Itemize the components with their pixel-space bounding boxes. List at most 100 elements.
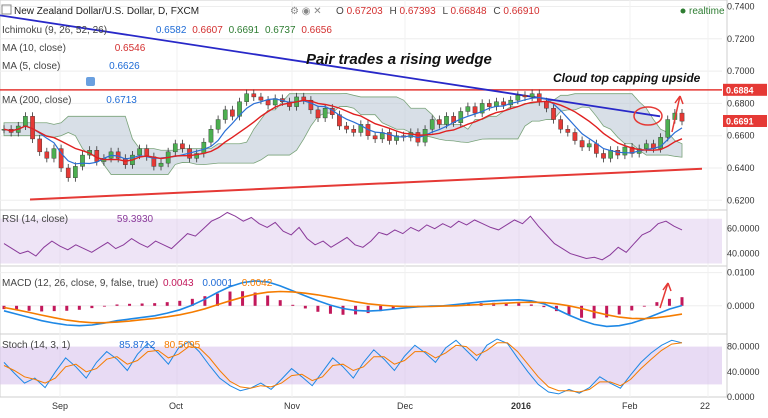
ichimoku-v1: 0.6582 <box>156 25 187 36</box>
macd-histogram-bar <box>2 305 6 310</box>
candle-body <box>80 154 85 167</box>
macd-histogram-bar <box>341 305 345 315</box>
macd-histogram-bar <box>630 305 634 311</box>
macd-histogram-bar <box>215 293 219 306</box>
descending-trend-line <box>0 14 661 118</box>
macd-histogram-bar <box>366 305 370 314</box>
macd-histogram-bar <box>241 291 245 306</box>
candle-body <box>180 143 185 149</box>
collapse-icon[interactable] <box>1 4 12 15</box>
candle-body <box>315 109 321 119</box>
macd-histogram-bar <box>52 305 56 312</box>
time-tick-label: Sep <box>52 401 68 411</box>
candle-body <box>586 143 592 148</box>
candle-body <box>522 95 528 98</box>
macd-histogram-bar <box>65 305 69 311</box>
candle-body <box>94 150 100 162</box>
stoch-label: Stoch (14, 3, 1) <box>2 340 70 351</box>
series-lines <box>2 96 684 395</box>
stoch-v2: 80.5095 <box>164 340 201 351</box>
candle-body <box>344 125 349 130</box>
ma10-value: 0.6546 <box>115 43 146 54</box>
candle-body <box>215 119 221 130</box>
ohlc-o: 0.67203 <box>347 6 384 17</box>
candle-body <box>629 146 635 154</box>
x-axis-labels: Sep Oct Nov Dec 2016 Feb 22 <box>52 401 710 411</box>
ohlc-o-label: O <box>336 6 344 17</box>
time-tick-label: Nov <box>284 401 301 411</box>
candle-body <box>529 93 535 98</box>
ohlc-c-label: C <box>493 6 500 17</box>
macd-arrow-line <box>659 282 669 309</box>
macd-histogram-bar <box>391 305 395 309</box>
ma5-label: MA (5, close) <box>2 61 60 72</box>
candle-body <box>515 95 521 101</box>
macd-histogram-bar <box>316 305 320 312</box>
macd-histogram-bar <box>517 303 521 306</box>
macd-histogram-bar <box>291 304 295 306</box>
rsi-line <box>3 211 683 261</box>
realtime-label: realtime <box>689 6 725 17</box>
macd-histogram-bar <box>40 305 44 312</box>
stoch-tick-label: 0.0000 <box>727 392 755 402</box>
macd-histogram-bar <box>253 292 257 306</box>
macd-histogram-bar <box>90 305 94 309</box>
candle-body <box>558 119 563 130</box>
macd-histogram-bar <box>115 304 119 306</box>
candle-body <box>479 103 485 114</box>
ichimoku-v5: 0.6656 <box>301 25 332 36</box>
symbol-title: New Zealand Dollar/U.S. Dollar, D, FXCM <box>14 6 199 17</box>
candle-body <box>23 116 28 127</box>
candle-body <box>208 129 214 143</box>
candle-body <box>437 119 442 125</box>
macd-histogram-bar <box>642 305 646 307</box>
link-icon[interactable] <box>86 77 95 86</box>
ichimoku-v4: 0.6737 <box>265 25 296 36</box>
rsi-tick-label: 60.0000 <box>727 224 760 234</box>
candle-body <box>372 135 378 140</box>
candle-body <box>244 93 249 102</box>
ichimoku-v2: 0.6607 <box>192 25 223 36</box>
svg-text:O 0.67203 H: O 0.67203 H 0.67393 L 0.66848 C 0.66910 <box>336 6 540 17</box>
stoch-tick-label: 40.0000 <box>727 367 760 377</box>
macd-histogram-bar <box>379 305 383 312</box>
candle-body <box>458 111 464 123</box>
time-tick-label: Dec <box>397 401 414 411</box>
macd-v1: 0.0043 <box>163 278 194 289</box>
price-tick-label: 0.7000 <box>727 66 755 76</box>
price-badge-label: 0.6884 <box>726 85 754 95</box>
price-arrow-head-icon <box>674 95 684 105</box>
candle-body <box>501 101 506 106</box>
macd-tick-label: 0.0000 <box>727 301 755 311</box>
macd-histogram-bar <box>140 303 144 306</box>
candle-body <box>237 101 242 117</box>
candle-body <box>115 151 121 159</box>
price-tick-label: 0.6200 <box>727 195 755 205</box>
chart-toolbar-icons[interactable]: ⚙ ◉ ✕ <box>290 6 322 17</box>
macd-histogram-bar <box>278 300 282 306</box>
price-badge <box>723 114 767 127</box>
macd-tick-label: 0.0100 <box>727 268 755 278</box>
trend-lines <box>0 14 722 201</box>
panel-frames <box>0 0 728 398</box>
wedge-annotation: Pair trades a rising wedge <box>306 51 492 68</box>
macd-histogram-bar <box>27 305 31 311</box>
macd-histogram-bar <box>77 305 81 310</box>
macd-histogram-bar <box>128 303 132 306</box>
macd-histogram-bar <box>190 298 194 306</box>
svg-text:MA (200, close) 0.6713: MA (200, close) 0.6713 <box>2 95 137 106</box>
ma5-line <box>3 96 683 165</box>
ichimoku-v3: 0.6691 <box>229 25 260 36</box>
macd-histogram-bar <box>580 305 584 318</box>
candle-body <box>643 143 649 149</box>
svg-text:Stoch (14, 3, 1) 85.8712: Stoch (14, 3, 1) 85.8712 80.5095 <box>2 340 201 351</box>
time-tick-label: Feb <box>622 401 638 411</box>
macd-histogram-bar <box>529 304 533 306</box>
candle-body <box>601 153 606 159</box>
candle-body <box>679 112 685 122</box>
ohlc-h: 0.67393 <box>400 6 437 17</box>
rsi-band <box>0 218 722 264</box>
svg-text:MACD (12, 26, close, 9, false,: MACD (12, 26, close, 9, false, true) 0.0… <box>2 278 273 289</box>
